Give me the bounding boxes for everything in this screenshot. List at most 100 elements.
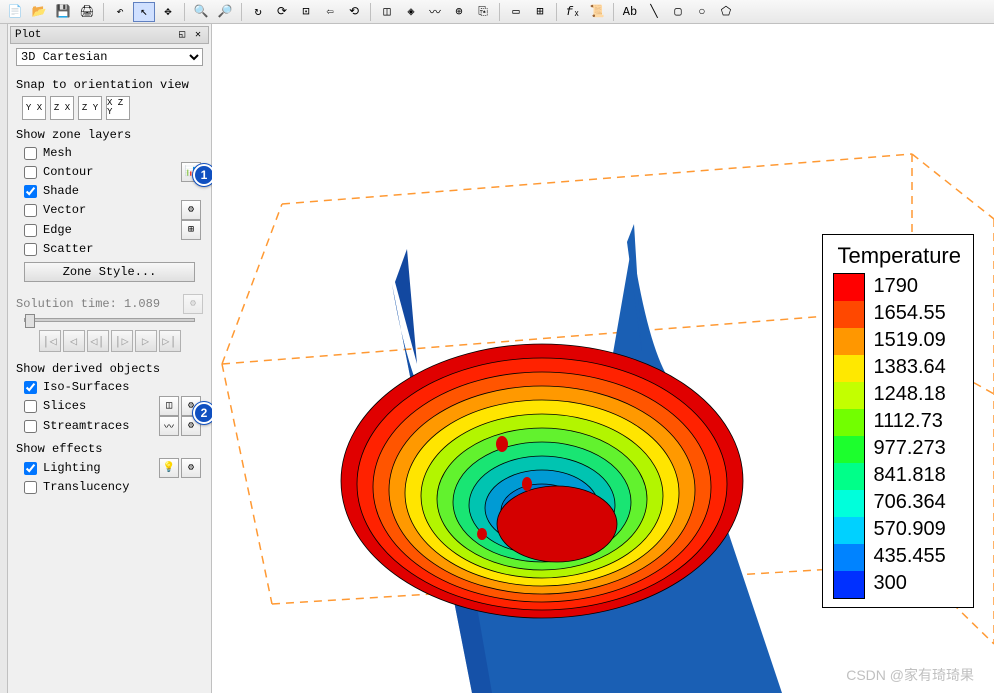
toolbar-slice-icon[interactable]: ◫ bbox=[376, 2, 398, 22]
zone-layers-label: Show zone layers bbox=[16, 128, 203, 142]
zone-style-button[interactable]: Zone Style... bbox=[24, 262, 195, 282]
plot-type-select[interactable]: 3D Cartesian bbox=[16, 48, 203, 66]
zone-layer-scatter-checkbox[interactable] bbox=[24, 243, 37, 256]
zone-layer-mesh-checkbox[interactable] bbox=[24, 147, 37, 160]
viewport-3d[interactable]: Temperature 17901654.551519.091383.64124… bbox=[212, 24, 994, 693]
zone-layer-mesh[interactable]: Mesh bbox=[16, 144, 72, 162]
legend-swatch bbox=[834, 382, 864, 409]
first-frame-button[interactable]: |◁ bbox=[39, 330, 61, 352]
legend-value: 841.818 bbox=[873, 462, 945, 489]
solution-time-label: Solution time: bbox=[16, 297, 117, 311]
next-frame-button[interactable]: ▷ bbox=[135, 330, 157, 352]
toolbar-fx-icon[interactable]: fₓ bbox=[562, 2, 584, 22]
derived-iso-surfaces[interactable]: Iso-Surfaces bbox=[16, 378, 129, 396]
zone-layer-vector[interactable]: Vector bbox=[16, 201, 86, 219]
legend-value: 570.909 bbox=[873, 516, 945, 543]
legend-value: 1519.09 bbox=[873, 327, 945, 354]
legend-swatch bbox=[834, 409, 864, 436]
panel-undock-icon[interactable]: ◱ bbox=[176, 29, 188, 41]
effect-translucency-checkbox[interactable] bbox=[24, 481, 37, 494]
zone-layer-edge[interactable]: Edge bbox=[16, 221, 72, 239]
time-slider-thumb[interactable] bbox=[25, 314, 35, 328]
toolbar-open-icon[interactable]: 📂 bbox=[28, 2, 50, 22]
orient-button-2[interactable]: Z Y bbox=[78, 96, 102, 120]
toolbar-lastview-icon[interactable]: ⇦ bbox=[319, 2, 341, 22]
derived-label: Show derived objects bbox=[16, 362, 203, 376]
play-back-button[interactable]: ◁| bbox=[87, 330, 109, 352]
toolbar-frame-icon[interactable]: ▭ bbox=[505, 2, 527, 22]
zone-layer-shade-checkbox[interactable] bbox=[24, 185, 37, 198]
zone-layer-vector-checkbox[interactable] bbox=[24, 204, 37, 217]
derived-slices-checkbox[interactable] bbox=[24, 400, 37, 413]
lighting-settings-icon[interactable]: ⚙ bbox=[181, 458, 201, 478]
toolbar-probe-icon[interactable]: ⊕ bbox=[448, 2, 470, 22]
legend-swatch bbox=[834, 544, 864, 571]
edge-details-icon[interactable]: ⊞ bbox=[181, 220, 201, 240]
legend-swatch bbox=[834, 436, 864, 463]
derived-streamtraces-checkbox[interactable] bbox=[24, 420, 37, 433]
legend-value: 1790 bbox=[873, 273, 945, 300]
prev-frame-button[interactable]: ◁ bbox=[63, 330, 85, 352]
zone-layer-scatter[interactable]: Scatter bbox=[16, 240, 93, 258]
orient-button-1[interactable]: Z X bbox=[50, 96, 74, 120]
toolbar-iso-icon[interactable]: ◈ bbox=[400, 2, 422, 22]
legend-swatch bbox=[834, 355, 864, 382]
vector-details-icon[interactable]: ⚙ bbox=[181, 200, 201, 220]
toolbar-multi-icon[interactable]: ⊞ bbox=[529, 2, 551, 22]
toolbar-fit-icon[interactable]: ⊡ bbox=[295, 2, 317, 22]
derived-slices[interactable]: Slices bbox=[16, 397, 86, 415]
legend-title: Temperature bbox=[837, 243, 961, 269]
last-frame-button[interactable]: ▷| bbox=[159, 330, 181, 352]
play-fwd-button[interactable]: |▷ bbox=[111, 330, 133, 352]
derived-iso-surfaces-checkbox[interactable] bbox=[24, 381, 37, 394]
toolbar-stream-icon[interactable]: 〰 bbox=[424, 2, 446, 22]
toolbar-rect-icon[interactable]: ▢ bbox=[667, 2, 689, 22]
toolbar-new-icon[interactable]: 📄 bbox=[4, 2, 26, 22]
zone-layer-contour-checkbox[interactable] bbox=[24, 166, 37, 179]
toolbar-text-icon[interactable]: Ab bbox=[619, 2, 641, 22]
toolbar-line-icon[interactable]: ╲ bbox=[643, 2, 665, 22]
effect-lighting-checkbox[interactable] bbox=[24, 462, 37, 475]
snap-label: Snap to orientation view bbox=[16, 78, 203, 92]
legend-value: 300 bbox=[873, 570, 945, 597]
legend-value: 1112.73 bbox=[873, 408, 945, 435]
legend-value: 435.455 bbox=[873, 543, 945, 570]
toolbar-redraw-icon[interactable]: ⟲ bbox=[343, 2, 365, 22]
toolbar-rotate-icon[interactable]: ↻ bbox=[247, 2, 269, 22]
orient-button-3[interactable]: X Z Y bbox=[106, 96, 130, 120]
stream-tool-icon[interactable]: 〰 bbox=[159, 416, 179, 436]
toolbar-poly-icon[interactable]: ⬠ bbox=[715, 2, 737, 22]
orient-button-0[interactable]: Y X bbox=[22, 96, 46, 120]
toolbar-save-icon[interactable]: 💾 bbox=[52, 2, 74, 22]
time-slider[interactable] bbox=[24, 318, 195, 322]
toolbar-zoom-icon[interactable]: 🔍 bbox=[190, 2, 212, 22]
side-strip bbox=[0, 24, 8, 693]
solution-time-settings-icon[interactable]: ⚙ bbox=[183, 294, 203, 314]
toolbar-move-icon[interactable]: ✥ bbox=[157, 2, 179, 22]
zone-layer-shade[interactable]: Shade bbox=[16, 182, 79, 200]
panel-close-icon[interactable]: ✕ bbox=[192, 29, 204, 41]
lighting-tool-icon[interactable]: 💡 bbox=[159, 458, 179, 478]
solution-time-value: 1.089 bbox=[124, 297, 160, 311]
toolbar-spin-icon[interactable]: ⟳ bbox=[271, 2, 293, 22]
zone-layer-contour[interactable]: Contour bbox=[16, 163, 93, 181]
legend-value: 1654.55 bbox=[873, 300, 945, 327]
zone-layer-edge-checkbox[interactable] bbox=[24, 224, 37, 237]
toolbar-extract-icon[interactable]: ⎘ bbox=[472, 2, 494, 22]
toolbar-cursor-icon[interactable]: ↖ bbox=[133, 2, 155, 22]
effect-translucency[interactable]: Translucency bbox=[16, 478, 129, 496]
slices-tool-icon[interactable]: ◫ bbox=[159, 396, 179, 416]
toolbar-undo-icon[interactable]: ↶ bbox=[109, 2, 131, 22]
legend-swatch bbox=[834, 301, 864, 328]
effects-label: Show effects bbox=[16, 442, 203, 456]
toolbar-script-icon[interactable]: 📜 bbox=[586, 2, 608, 22]
legend-swatch bbox=[834, 571, 864, 598]
toolbar-print-icon[interactable]: 🖨 bbox=[76, 2, 98, 22]
toolbar-zoomout-icon[interactable]: 🔎 bbox=[214, 2, 236, 22]
toolbar-circle-icon[interactable]: ○ bbox=[691, 2, 713, 22]
legend-value: 706.364 bbox=[873, 489, 945, 516]
legend-swatch bbox=[834, 274, 864, 301]
panel-title: Plot bbox=[15, 29, 41, 41]
derived-streamtraces[interactable]: Streamtraces bbox=[16, 417, 129, 435]
effect-lighting[interactable]: Lighting bbox=[16, 459, 101, 477]
